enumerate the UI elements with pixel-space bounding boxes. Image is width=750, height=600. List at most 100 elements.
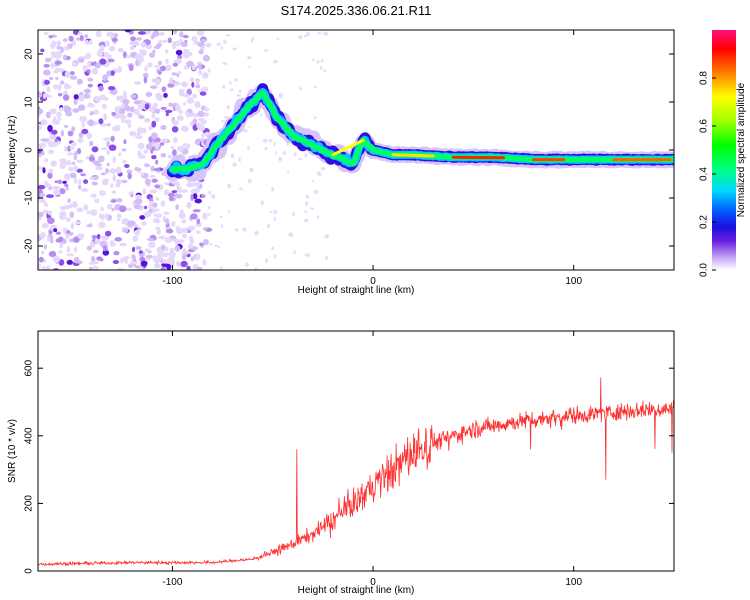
spectrogram-noise-blob — [185, 110, 190, 118]
spectrogram-y-tick-label: -20 — [24, 238, 35, 253]
spectrogram-noise-blob — [38, 143, 41, 147]
spectrogram-noise-blob — [80, 188, 89, 192]
spectrogram-noise-blob — [260, 200, 264, 206]
colorbar-ticks: 0.0 0.2 0.4 0.6 0.8 — [699, 71, 716, 277]
spectrogram-noise-blob — [298, 35, 303, 40]
spectrogram-noise-blob — [186, 143, 190, 150]
spectrogram-noise-blob — [238, 89, 242, 93]
colorbar-tick-label: 0.2 — [699, 215, 710, 229]
spectrogram-noise-blob — [96, 50, 104, 57]
spectrogram-noise-blob — [145, 257, 151, 261]
spectrogram-noise-blob — [189, 77, 195, 82]
spectrogram-noise-blob — [154, 208, 160, 212]
spectrogram-noise-blob — [178, 88, 185, 93]
spectrogram-noise-blob — [183, 48, 189, 54]
spectrogram-noise-blob — [134, 167, 142, 171]
spectrogram-noise-blob — [63, 105, 69, 110]
colorbar-tick-label: 0.0 — [699, 263, 710, 277]
spectrogram-noise-blob — [121, 95, 128, 100]
spectrogram-noise-blob — [112, 174, 116, 182]
spectrogram-noise-blob — [175, 49, 183, 56]
spectrogram-noise-blob — [163, 211, 170, 215]
spectrogram-noise-blob — [151, 120, 157, 128]
spectrogram-noise-blob — [138, 154, 146, 159]
spectrogram-noise-blob — [74, 151, 78, 157]
spectrogram-noise-blob — [67, 160, 72, 164]
spectrogram-noise-blob — [151, 155, 157, 160]
spectrogram-noise-blob — [208, 190, 212, 195]
spectrogram-noise-blob — [77, 78, 83, 85]
snr-y-tick-label: 400 — [24, 427, 35, 444]
spectrogram-noise-blob — [63, 46, 70, 51]
spectrogram-noise-blob — [172, 79, 176, 84]
spectrogram-noise-blob — [171, 120, 180, 126]
spectrogram-noise-blob — [314, 189, 319, 195]
spectrogram-ridge-core — [391, 153, 435, 158]
spectrogram-noise-blob — [242, 227, 247, 232]
spectrogram-noise-blob — [186, 201, 192, 209]
spectrogram-noise-blob — [287, 171, 290, 174]
spectrogram-noise-blob — [59, 206, 67, 211]
spectrogram-noise-blob — [173, 136, 178, 144]
spectrogram-noise-blob — [93, 96, 102, 103]
spectrogram-noise-blob — [69, 71, 75, 76]
spectrogram-noise-blob — [193, 182, 201, 187]
spectrogram-noise-blob — [43, 31, 49, 35]
spectrogram-noise-blob — [73, 94, 79, 100]
spectrogram-noise-blob — [87, 69, 91, 74]
spectrogram-noise-blob — [200, 194, 206, 199]
spectrogram-noise-blob — [196, 218, 201, 225]
spectrogram-noise-blob — [172, 62, 179, 67]
spectrogram-noise-blob — [46, 94, 53, 98]
spectrogram-noise-blob — [175, 181, 180, 189]
spectrogram-noise-blob — [133, 100, 142, 105]
spectrogram-noise-blob — [96, 256, 103, 261]
spectrogram-noise-blob — [181, 189, 189, 193]
spectrogram-noise-blob — [288, 232, 294, 237]
spectrogram-noise-blob — [221, 84, 226, 89]
spectrogram-noise-blob — [152, 30, 160, 37]
snr-x-tick-label: 0 — [370, 577, 376, 588]
spectrogram-noise-blob — [129, 260, 138, 265]
spectrogram-x-tick-label: 0 — [370, 276, 376, 287]
spectrogram-noise-blob — [181, 227, 189, 233]
spectrogram-noise-blob — [305, 194, 310, 199]
spectrogram-noise-blob — [119, 205, 127, 213]
spectrogram-noise-blob — [145, 91, 153, 97]
spectrogram-noise-blob — [88, 261, 95, 265]
spectrogram-noise-blob — [101, 96, 109, 101]
spectrogram-noise-blob — [207, 205, 211, 210]
snr-y-label: SNR (10 * v/v) — [7, 419, 18, 483]
spectrogram-noise-blob — [58, 179, 62, 185]
spectrogram-noise-blob — [149, 200, 154, 206]
spectrogram-noise-blob — [232, 162, 237, 167]
spectrogram-noise-blob — [200, 122, 204, 129]
spectrogram-noise-blob — [320, 167, 326, 171]
spectrogram-noise-blob — [44, 203, 49, 207]
spectrogram-noise-blob — [50, 250, 56, 257]
spectrogram-noise-blob — [46, 194, 54, 199]
spectrogram-noise-blob — [60, 211, 67, 217]
colorbar-label: Normalized spectral amplitude — [736, 82, 747, 217]
spectrogram-noise-blob — [95, 166, 103, 171]
spectrogram-noise-blob — [93, 61, 97, 65]
spectrogram-noise-blob — [204, 107, 210, 112]
spectrogram-noise-blob — [174, 104, 181, 112]
snr-y-tick-label: 600 — [24, 359, 35, 376]
spectrogram-noise-blob — [87, 102, 93, 108]
spectrogram-noise-blob — [130, 106, 135, 113]
spectrogram-y-tick-label: 0 — [24, 147, 35, 153]
spectrogram-noise-blob — [304, 218, 309, 223]
spectrogram-noise-blob — [98, 155, 105, 163]
spectrogram-noise-blob — [108, 144, 117, 151]
spectrogram-noise-blob — [220, 266, 223, 270]
spectrogram-noise-blob — [107, 203, 113, 210]
spectrogram-noise-blob — [71, 161, 76, 165]
spectrogram-noise-blob — [105, 230, 112, 237]
spectrogram-noise-blob — [144, 178, 151, 186]
spectrogram-noise-blob — [168, 196, 174, 202]
spectrogram-noise-blob — [78, 185, 82, 190]
spectrogram-noise-blob — [90, 193, 97, 198]
spectrogram-x-tick-label: 100 — [565, 276, 582, 287]
spectrogram-noise-blob — [68, 35, 74, 42]
